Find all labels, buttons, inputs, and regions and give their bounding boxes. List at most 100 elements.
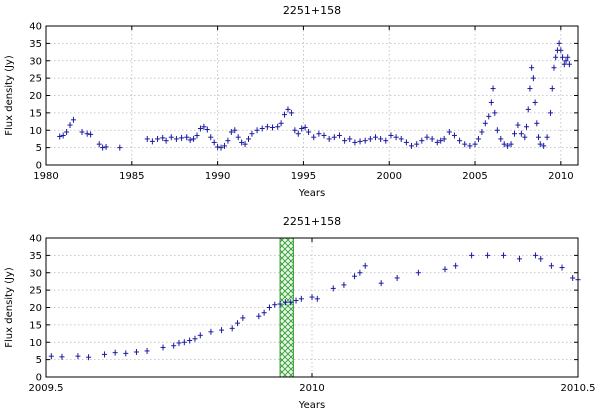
data-point (278, 120, 284, 127)
data-point (249, 130, 255, 137)
data-point (442, 266, 448, 273)
data-point (60, 132, 66, 139)
data-point (488, 99, 494, 106)
data-point (367, 135, 373, 142)
x-tick-label: 2005 (462, 171, 487, 182)
data-point (525, 106, 531, 113)
data-point (171, 342, 177, 349)
data-point (100, 144, 106, 151)
data-point (306, 128, 312, 135)
data-point (191, 135, 197, 142)
y-tick-label: 5 (36, 143, 42, 154)
data-point (204, 126, 210, 133)
data-point (548, 262, 554, 269)
data-point (372, 134, 378, 141)
data-point (48, 353, 54, 360)
data-point (383, 137, 389, 144)
y-tick-label: 25 (29, 74, 42, 85)
data-point (490, 85, 496, 92)
data-point (494, 127, 500, 134)
data-point (388, 132, 394, 139)
data-point (441, 135, 447, 142)
y-tick-label: 30 (29, 56, 42, 67)
data-point (467, 142, 473, 149)
data-point (414, 141, 420, 148)
data-point (112, 349, 118, 356)
data-point (187, 136, 193, 143)
data-point (266, 304, 272, 311)
y-tick-label: 15 (29, 108, 42, 119)
data-point (254, 127, 260, 134)
y-tick-label: 10 (29, 126, 42, 137)
data-point (270, 124, 276, 131)
data-point (515, 122, 521, 129)
data-point (295, 130, 301, 137)
data-point (211, 139, 217, 146)
data-point (451, 132, 457, 139)
data-point (398, 135, 404, 142)
data-point (86, 354, 92, 361)
data-point (215, 143, 221, 150)
data-point (218, 144, 224, 151)
data-point (228, 128, 234, 135)
y-tick-label: 0 (36, 373, 42, 384)
data-point (181, 339, 187, 346)
data-point (527, 85, 533, 92)
x-axis-label: Years (298, 188, 325, 199)
y-tick-label: 35 (29, 39, 42, 50)
data-point (342, 137, 348, 144)
data-point (275, 123, 281, 130)
data-point (321, 132, 327, 139)
data-point (409, 142, 415, 149)
data-point (288, 299, 294, 306)
data-point (516, 255, 522, 262)
data-point (538, 255, 544, 262)
data-point (498, 135, 504, 142)
data-point (277, 301, 283, 308)
data-point (208, 328, 214, 335)
data-point (103, 143, 109, 150)
data-point (357, 138, 363, 145)
data-point (563, 57, 569, 64)
data-point (259, 125, 265, 132)
data-point (479, 128, 485, 135)
x-tick-label: 1980 (33, 171, 58, 182)
x-tick-label: 1995 (291, 171, 316, 182)
data-point (298, 295, 304, 302)
x-tick-label: 2009.5 (29, 383, 64, 394)
data-point (179, 134, 185, 141)
data-point (434, 139, 440, 146)
data-point (302, 124, 308, 131)
data-point (144, 135, 150, 142)
data-point (201, 123, 207, 130)
y-tick-label: 20 (29, 303, 42, 314)
data-point (508, 141, 514, 148)
chart-top-panel: 0 5 10 15 20 25 30 35 40 1980 1985 1990 1995 2000 2005… (4, 4, 579, 199)
data-point (163, 137, 169, 144)
data-point (155, 135, 161, 142)
data-point (57, 133, 63, 140)
data-point (330, 285, 336, 292)
data-point (362, 262, 368, 269)
x-tick-label: 2010 (548, 171, 573, 182)
y-tick-label: 35 (29, 251, 42, 262)
data-point (378, 280, 384, 287)
y-tick-label: 40 (29, 234, 42, 245)
x-tick-label: 2010 (299, 383, 324, 394)
data-point (532, 252, 538, 259)
data-point (352, 273, 358, 280)
data-point (566, 61, 572, 68)
data-point (235, 134, 241, 141)
data-point (438, 137, 444, 144)
data-point (67, 122, 73, 129)
data-point (336, 132, 342, 139)
y-tick-label: 0 (36, 161, 42, 172)
data-point (235, 320, 241, 327)
data-point (551, 64, 557, 71)
data-point (194, 132, 200, 139)
data-point (184, 134, 190, 141)
data-point (560, 54, 566, 61)
data-point (272, 301, 278, 308)
data-point (311, 134, 317, 141)
data-point (197, 332, 203, 339)
